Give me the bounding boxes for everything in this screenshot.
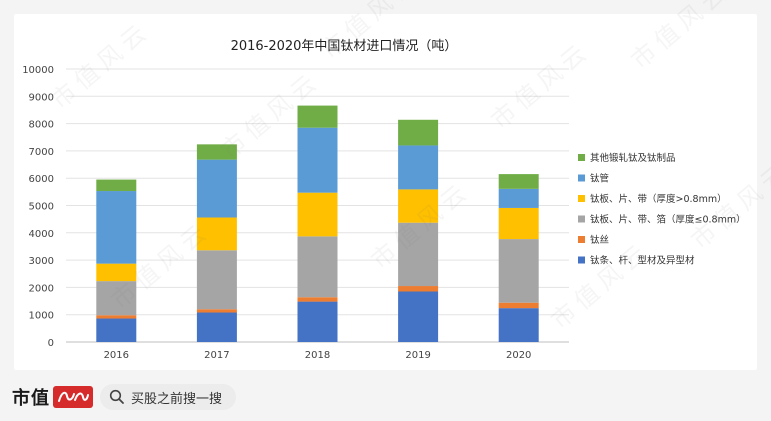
legend-swatch — [578, 236, 585, 243]
bar-segment — [297, 301, 338, 342]
legend-label: 其他锻轧钛及钛制品 — [590, 152, 676, 164]
y-tick-label: 5000 — [29, 202, 54, 213]
bar-segment — [297, 127, 338, 193]
bar-segment — [196, 250, 237, 310]
bar-segment — [398, 189, 439, 223]
y-tick-label: 9000 — [29, 92, 54, 103]
legend-label: 钛条、杆、型材及异型材 — [590, 255, 695, 267]
x-tick-label: 2017 — [204, 350, 229, 361]
bar-segment — [196, 312, 237, 342]
bar-segment — [297, 236, 338, 298]
y-tick-label: 4000 — [29, 229, 54, 240]
bar-segment — [498, 174, 539, 189]
bar-segment — [196, 309, 237, 313]
bar-segment — [498, 239, 539, 303]
x-tick-label: 2020 — [506, 350, 531, 361]
x-tick-label: 2016 — [104, 350, 129, 361]
search-placeholder: 买股之前搜一搜 — [131, 391, 223, 407]
y-tick-label: 8000 — [29, 120, 54, 131]
legend-label: 钛丝 — [590, 234, 609, 246]
bar-segment — [96, 318, 137, 342]
bar-segment — [398, 286, 439, 292]
y-tick-label: 7000 — [29, 147, 54, 158]
bar-segment — [398, 291, 439, 342]
y-axis-ticks: 0 1000 2000 3000 4000 5000 6000 7000 8000 9000 100… — [22, 65, 54, 349]
bar-segment — [196, 144, 237, 160]
search-box[interactable]: 买股之前搜一搜 — [100, 384, 236, 410]
chart-card: 2016-2020年中国钛材进口情况（吨） 0 1000 2000 3000 4000 5… — [14, 14, 757, 370]
brand-logo-icon — [53, 386, 93, 408]
bar-segments — [96, 105, 539, 342]
y-tick-label: 6000 — [29, 174, 54, 185]
bar-segment — [96, 315, 137, 319]
y-tick-label: 2000 — [29, 283, 54, 294]
bar-segment — [96, 281, 137, 316]
y-tick-label: 3000 — [29, 256, 54, 267]
legend-label: 钛板、片、带、箔（厚度≤0.8mm） — [590, 214, 746, 226]
bar-segment — [398, 222, 439, 287]
y-tick-label: 0 — [48, 338, 54, 349]
bar-segment — [297, 105, 338, 128]
bar-segment — [196, 217, 237, 251]
bar-segment — [96, 191, 137, 264]
bar-segment — [498, 308, 539, 342]
x-tick-label: 2018 — [305, 350, 330, 361]
bar-segment — [96, 263, 137, 282]
stacked-bar-chart: 2016-2020年中国钛材进口情况（吨） 0 1000 2000 3000 4000 5… — [22, 39, 746, 361]
y-tick-label: 1000 — [29, 311, 54, 322]
y-tick-label: 10000 — [22, 65, 54, 76]
bar-segment — [498, 188, 539, 208]
legend-swatch — [578, 174, 585, 182]
legend-swatch — [578, 215, 585, 223]
brand[interactable]: 市值 — [12, 384, 93, 410]
legend-swatch — [578, 154, 585, 161]
bar-segment — [196, 159, 237, 218]
bar-segment — [297, 297, 338, 302]
x-tick-label: 2019 — [405, 350, 430, 361]
legend-label: 钛板、片、带（厚度>0.8mm） — [590, 193, 727, 205]
bar-segment — [498, 302, 539, 309]
search-icon — [109, 389, 125, 405]
x-axis-ticks: 2016 2017 2018 2019 2020 — [104, 350, 532, 361]
bar-segment — [498, 207, 539, 240]
legend-swatch — [578, 195, 585, 202]
footer-bar: 市值 买股之前搜一搜 — [0, 372, 771, 421]
bar-segment — [398, 145, 439, 190]
bar-segment — [398, 119, 439, 146]
bar-segment — [297, 192, 338, 237]
legend-label: 钛管 — [590, 173, 609, 185]
chart-title: 2016-2020年中国钛材进口情况（吨） — [231, 39, 458, 54]
brand-name: 市值 — [12, 388, 50, 409]
legend-swatch — [578, 256, 585, 264]
bar-segment — [96, 179, 137, 192]
